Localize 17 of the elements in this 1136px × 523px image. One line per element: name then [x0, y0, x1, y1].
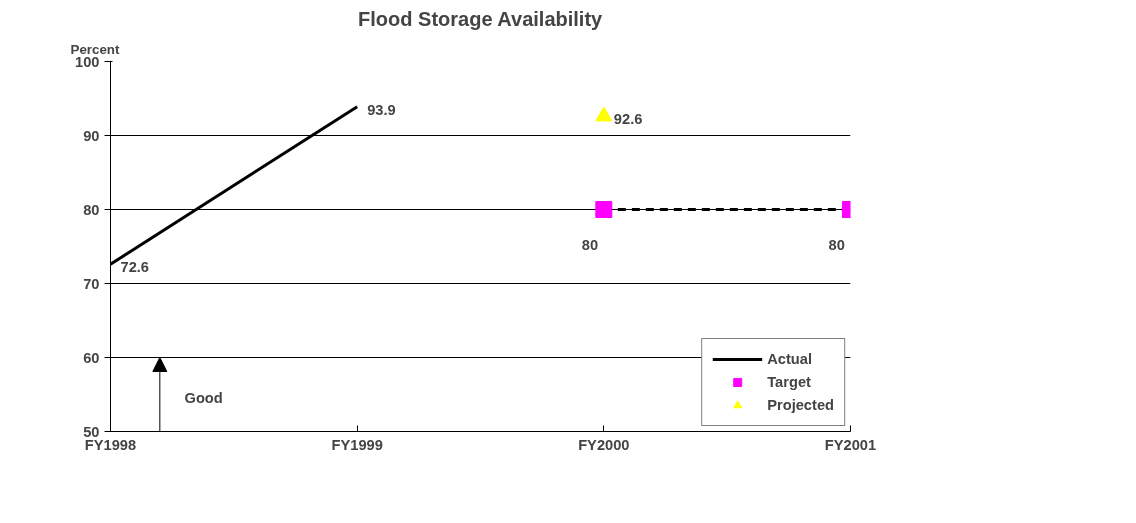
x-tick-label: FY2000 — [578, 436, 630, 453]
data-label: 80 — [581, 236, 599, 253]
data-label: 72.6 — [120, 259, 150, 276]
y-tick-label: 90 — [83, 127, 100, 144]
legend-label: Projected — [767, 397, 834, 413]
legend-label: Actual — [767, 351, 812, 367]
x-tick-label: FY1999 — [331, 436, 383, 453]
y-tick-label: 60 — [83, 349, 100, 366]
data-label: 80 — [828, 236, 845, 253]
data-label: 93.9 — [367, 101, 396, 118]
chart-title: Flood Storage Availability — [358, 7, 604, 30]
y-tick-label: 70 — [83, 275, 100, 292]
data-label: 92.6 — [613, 111, 643, 128]
x-tick-label: FY2001 — [824, 436, 877, 453]
legend-label: Target — [767, 374, 811, 390]
y-tick-label: 80 — [83, 201, 100, 218]
annotation: Good — [184, 389, 223, 406]
